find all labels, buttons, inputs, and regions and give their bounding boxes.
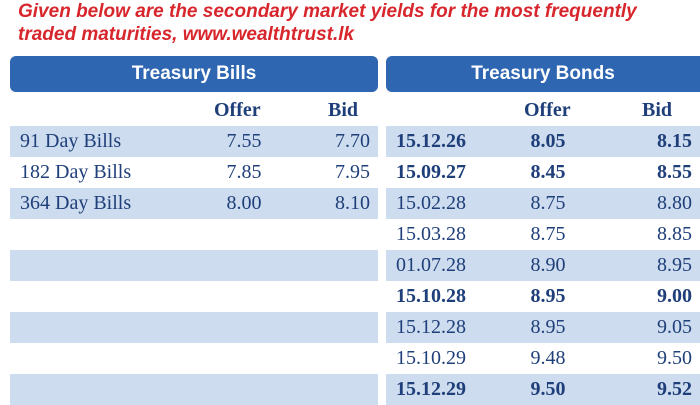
bill-name: 182 Day Bills: [20, 161, 132, 183]
column-divider: [378, 343, 386, 374]
table-row: 182 Day Bills 7.85 7.95 15.09.27 8.45 8.55: [10, 157, 700, 188]
bond-offer: 8.05: [530, 130, 566, 152]
bond-bid: 9.00: [657, 285, 692, 307]
bond-maturity: 15.09.27: [396, 161, 466, 183]
bond-offer: 9.48: [530, 347, 566, 369]
bond-bid: 9.05: [657, 316, 692, 338]
bond-maturity: 15.03.28: [396, 223, 466, 245]
bond-bid: 8.95: [657, 254, 692, 276]
treasury-bonds-header: Treasury Bonds: [386, 56, 700, 92]
bond-bid: 9.50: [657, 347, 692, 369]
column-divider: [378, 374, 386, 405]
bond-offer: 8.95: [530, 316, 566, 338]
bill-offer: 7.55: [226, 130, 262, 152]
bond-maturity: 01.07.28: [396, 254, 466, 276]
bond-bid: 9.52: [657, 378, 692, 400]
bill-name: 364 Day Bills: [20, 192, 132, 214]
bond-maturity: 15.12.26: [396, 130, 466, 152]
bond-maturity: 15.10.28: [396, 285, 466, 307]
column-divider: [378, 250, 386, 281]
bond-maturity: 15.12.29: [396, 378, 466, 400]
bills-offer-header: Offer: [214, 99, 261, 121]
table-row: 15.10.28 8.95 9.00: [10, 281, 700, 312]
intro-text: Given below are the secondary market yie…: [18, 1, 637, 45]
bill-bid: 7.95: [335, 161, 370, 183]
table-row: 01.07.28 8.90 8.95: [10, 250, 700, 281]
bond-maturity: 15.12.28: [396, 316, 466, 338]
bond-offer: 8.45: [530, 161, 566, 183]
bond-offer: 8.90: [530, 254, 566, 276]
table-row: 364 Day Bills 8.00 8.10 15.02.28 8.75 8.80: [10, 188, 700, 219]
bill-offer: 7.85: [226, 161, 262, 183]
column-divider: [378, 157, 386, 188]
bond-maturity: 15.10.29: [396, 347, 466, 369]
bond-offer: 9.50: [530, 378, 566, 400]
yield-table: 91 Day Bills 7.55 7.70 15.12.26 8.05 8.15 182 …: [10, 126, 700, 405]
bond-maturity: 15.02.28: [396, 192, 466, 214]
table-row: 15.12.28 8.95 9.05: [10, 312, 700, 343]
bond-bid: 8.80: [657, 192, 692, 214]
column-divider: [378, 219, 386, 250]
table-row: 15.12.29 9.50 9.52: [10, 374, 700, 405]
bonds-bid-header: Bid: [642, 99, 673, 121]
column-divider: [378, 188, 386, 219]
column-divider: [378, 312, 386, 343]
bond-offer: 8.95: [530, 285, 566, 307]
bills-bid-header: Bid: [328, 99, 359, 121]
column-divider: [378, 126, 386, 157]
bond-bid: 8.55: [657, 161, 692, 183]
bill-name: 91 Day Bills: [20, 130, 122, 152]
bill-bid: 8.10: [335, 192, 370, 214]
table-row: 15.10.29 9.48 9.50: [10, 343, 700, 374]
bond-offer: 8.75: [530, 223, 566, 245]
bill-bid: 7.70: [335, 130, 370, 152]
column-divider: [378, 281, 386, 312]
table-row: 91 Day Bills 7.55 7.70 15.12.26 8.05 8.15: [10, 126, 700, 157]
column-headers: Offer Bid Offer Bid: [0, 96, 700, 124]
bill-offer: 8.00: [226, 192, 262, 214]
bonds-offer-header: Offer: [524, 99, 571, 121]
bond-bid: 8.15: [657, 130, 692, 152]
table-row: 15.03.28 8.75 8.85: [10, 219, 700, 250]
treasury-bills-header: Treasury Bills: [10, 56, 378, 92]
bond-offer: 8.75: [530, 192, 566, 214]
bond-bid: 8.85: [657, 223, 692, 245]
